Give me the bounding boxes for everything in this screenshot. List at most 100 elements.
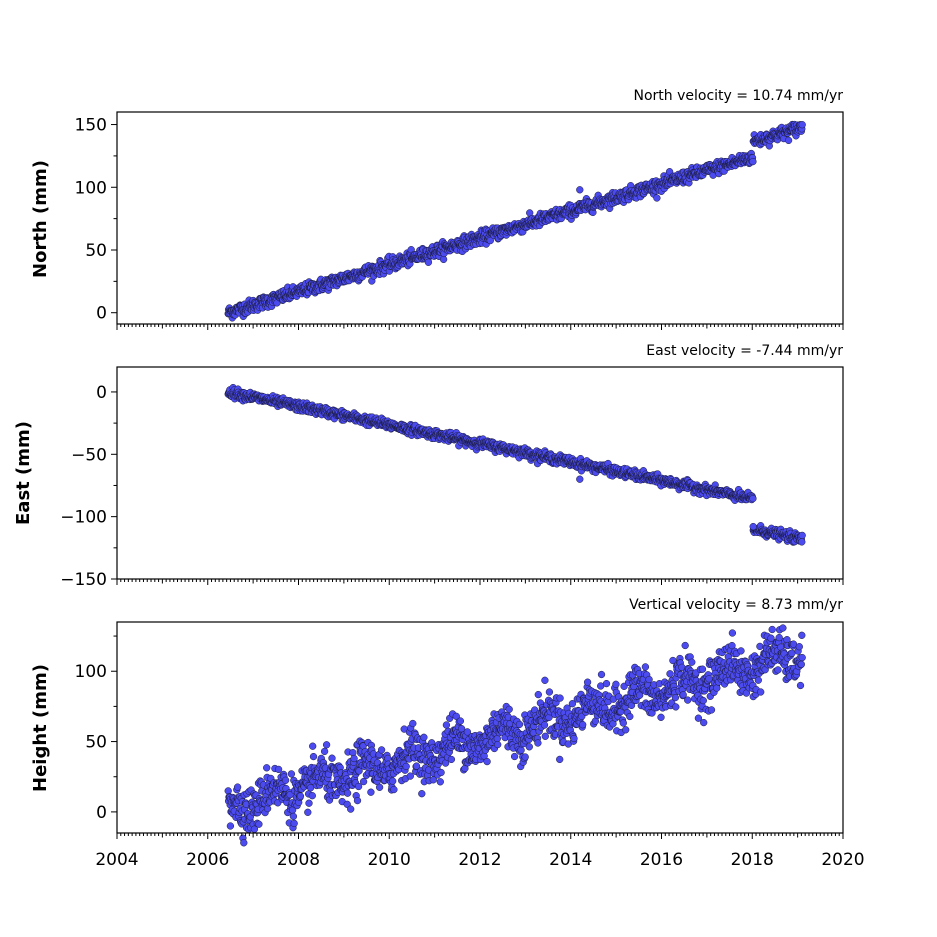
- y-tick-label: 50: [85, 241, 107, 261]
- data-point: [226, 822, 235, 830]
- data-point: [534, 739, 542, 747]
- data-point: [645, 675, 653, 684]
- data-point: [486, 236, 494, 245]
- data-point: [442, 721, 451, 729]
- data-point: [436, 778, 444, 786]
- data-point: [483, 757, 491, 766]
- height-panel: Vertical velocity = 8.73 mm/yr Height (m…: [30, 597, 865, 870]
- data-point: [795, 643, 803, 651]
- plot-frame: [116, 111, 844, 325]
- east-ylabel: East (mm): [13, 421, 34, 525]
- plot-frame: [116, 366, 844, 580]
- east-title: East velocity = -7.44 mm/yr: [646, 343, 843, 359]
- data-point: [322, 741, 331, 749]
- data-point: [749, 157, 757, 166]
- data-point: [534, 690, 542, 699]
- data-point: [418, 790, 426, 798]
- data-points: [224, 383, 806, 546]
- data-point: [788, 649, 796, 657]
- north-title: North velocity = 10.74 mm/yr: [633, 88, 843, 104]
- y-tick-label: 150: [75, 116, 107, 136]
- data-point: [375, 783, 384, 791]
- data-point: [308, 792, 316, 800]
- data-point: [350, 754, 358, 763]
- data-point: [570, 734, 578, 743]
- data-point: [699, 696, 707, 705]
- data-point: [420, 733, 428, 741]
- data-point: [779, 624, 787, 632]
- data-point: [698, 665, 707, 673]
- y-tick-label: 100: [75, 662, 107, 682]
- data-points: [224, 120, 806, 322]
- height-title: Vertical velocity = 8.73 mm/yr: [629, 597, 843, 613]
- data-point: [657, 713, 665, 721]
- data-point: [424, 258, 433, 266]
- x-tick-label: 2018: [731, 850, 774, 870]
- data-point: [510, 752, 519, 761]
- data-point: [320, 747, 329, 756]
- y-tick-label: 0: [96, 803, 107, 823]
- data-point: [406, 772, 414, 780]
- data-point: [612, 680, 620, 688]
- data-point: [359, 777, 368, 786]
- data-point: [409, 719, 417, 728]
- data-point: [353, 796, 362, 805]
- y-tick-label: 0: [96, 304, 107, 324]
- data-point: [583, 678, 592, 686]
- data-point: [619, 719, 627, 727]
- data-point: [622, 726, 630, 734]
- data-point: [263, 764, 271, 772]
- data-point: [505, 705, 513, 713]
- x-tick-label: 2010: [368, 850, 411, 870]
- data-point: [797, 660, 805, 668]
- data-point: [233, 783, 242, 791]
- data-point: [347, 805, 355, 813]
- data-point: [653, 194, 661, 202]
- data-point: [521, 753, 529, 761]
- data-point: [707, 706, 716, 714]
- data-point: [757, 688, 765, 696]
- data-point: [447, 755, 456, 764]
- x-tick-label: 2020: [821, 850, 864, 870]
- y-tick-label: 50: [85, 733, 107, 753]
- data-point: [784, 136, 793, 145]
- data-point: [798, 531, 806, 540]
- data-point: [576, 186, 584, 194]
- data-point: [402, 762, 410, 771]
- data-point: [749, 522, 757, 531]
- data-point: [343, 789, 352, 797]
- data-point: [240, 839, 248, 847]
- y-tick-label: 100: [75, 178, 107, 198]
- data-point: [309, 752, 318, 761]
- data-point: [309, 742, 317, 750]
- data-point: [749, 494, 757, 503]
- data-point: [728, 629, 737, 637]
- x-tick-label: 2004: [95, 850, 138, 870]
- data-point: [296, 792, 305, 800]
- data-point: [274, 765, 283, 774]
- data-point: [798, 653, 806, 662]
- data-point: [798, 121, 806, 129]
- y-tick-label: 0: [96, 383, 107, 403]
- data-point: [688, 658, 696, 666]
- data-point: [390, 785, 398, 794]
- y-tick-label: −100: [60, 508, 107, 528]
- data-point: [671, 693, 680, 702]
- data-point: [681, 641, 689, 650]
- data-point: [517, 746, 525, 754]
- data-point: [756, 642, 764, 651]
- east-panel: East velocity = -7.44 mm/yr East (mm) 0 −…: [13, 343, 844, 590]
- x-tick-label: 2012: [458, 850, 501, 870]
- y-tick-label: −150: [60, 570, 107, 590]
- data-point: [541, 676, 549, 684]
- data-point: [798, 631, 806, 639]
- data-point: [377, 746, 386, 754]
- data-point: [666, 670, 674, 678]
- data-point: [684, 696, 692, 704]
- data-point: [796, 681, 805, 690]
- data-point: [626, 712, 634, 721]
- data-point: [641, 663, 650, 671]
- north-ylabel: North (mm): [30, 160, 51, 278]
- data-point: [713, 684, 721, 692]
